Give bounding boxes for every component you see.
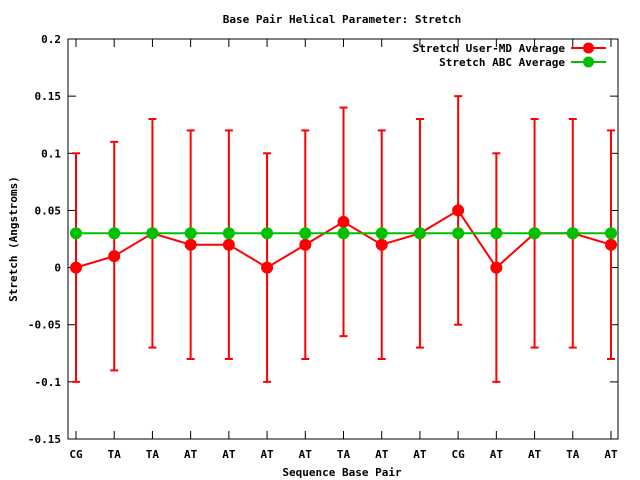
x-tick-label: TA xyxy=(108,448,122,461)
data-point xyxy=(375,227,388,240)
x-tick-label: TA xyxy=(566,448,580,461)
data-point xyxy=(413,227,426,240)
data-point xyxy=(261,261,274,274)
data-point xyxy=(375,238,388,251)
legend-label: Stretch User-MD Average xyxy=(413,42,566,55)
x-tick-label: AT xyxy=(260,448,274,461)
chart-title: Base Pair Helical Parameter: Stretch xyxy=(223,13,461,26)
y-tick-label: -0.15 xyxy=(28,433,61,446)
x-tick-label: AT xyxy=(299,448,313,461)
legend-marker xyxy=(583,56,594,68)
data-point xyxy=(108,227,121,240)
x-tick-label: AT xyxy=(413,448,427,461)
data-point xyxy=(222,227,235,240)
x-tick-label: AT xyxy=(184,448,198,461)
legend-marker xyxy=(583,42,594,54)
x-tick-label: CG xyxy=(69,448,83,461)
data-point xyxy=(490,261,503,274)
y-tick-label: 0.1 xyxy=(41,147,61,160)
data-point xyxy=(566,227,579,240)
data-point xyxy=(261,227,274,240)
y-tick-label: 0.2 xyxy=(41,33,61,46)
data-point xyxy=(299,238,312,251)
data-point xyxy=(452,227,465,240)
x-tick-label: AT xyxy=(375,448,389,461)
plot-area: -0.15 -0.1 -0.05 0 0.05 0.1 0.15 0.2 CG TA TA AT AT A… xyxy=(28,33,619,461)
data-point xyxy=(146,227,159,240)
data-point xyxy=(605,227,617,240)
data-point xyxy=(299,227,312,240)
x-tick-label: AT xyxy=(528,448,542,461)
x-tick-label: AT xyxy=(604,448,618,461)
y-tick-label: 0 xyxy=(54,262,61,275)
legend-label: Stretch ABC Average xyxy=(439,56,565,69)
y-tick-label: -0.05 xyxy=(28,319,61,332)
data-point xyxy=(605,238,617,251)
x-tick-label: TA xyxy=(337,448,351,461)
data-point xyxy=(184,238,197,251)
data-point xyxy=(70,261,82,274)
y-tick-label: 0.15 xyxy=(35,90,62,103)
y-tick-label: 0.05 xyxy=(35,204,62,217)
x-tick-label: CG xyxy=(452,448,466,461)
data-point xyxy=(70,227,82,240)
data-point xyxy=(184,227,197,240)
data-point xyxy=(108,250,121,263)
x-axis-label: Sequence Base Pair xyxy=(282,466,402,479)
data-point xyxy=(528,227,541,240)
data-point xyxy=(337,215,350,228)
x-tick-label: TA xyxy=(146,448,160,461)
x-tick-label: AT xyxy=(490,448,504,461)
x-tick-label: AT xyxy=(222,448,236,461)
y-axis-label: Stretch (Angstroms) xyxy=(7,176,20,302)
data-point xyxy=(222,238,235,251)
data-point xyxy=(337,227,350,240)
y-tick-label: -0.1 xyxy=(35,376,62,389)
data-point xyxy=(452,204,465,217)
data-point xyxy=(490,227,503,240)
